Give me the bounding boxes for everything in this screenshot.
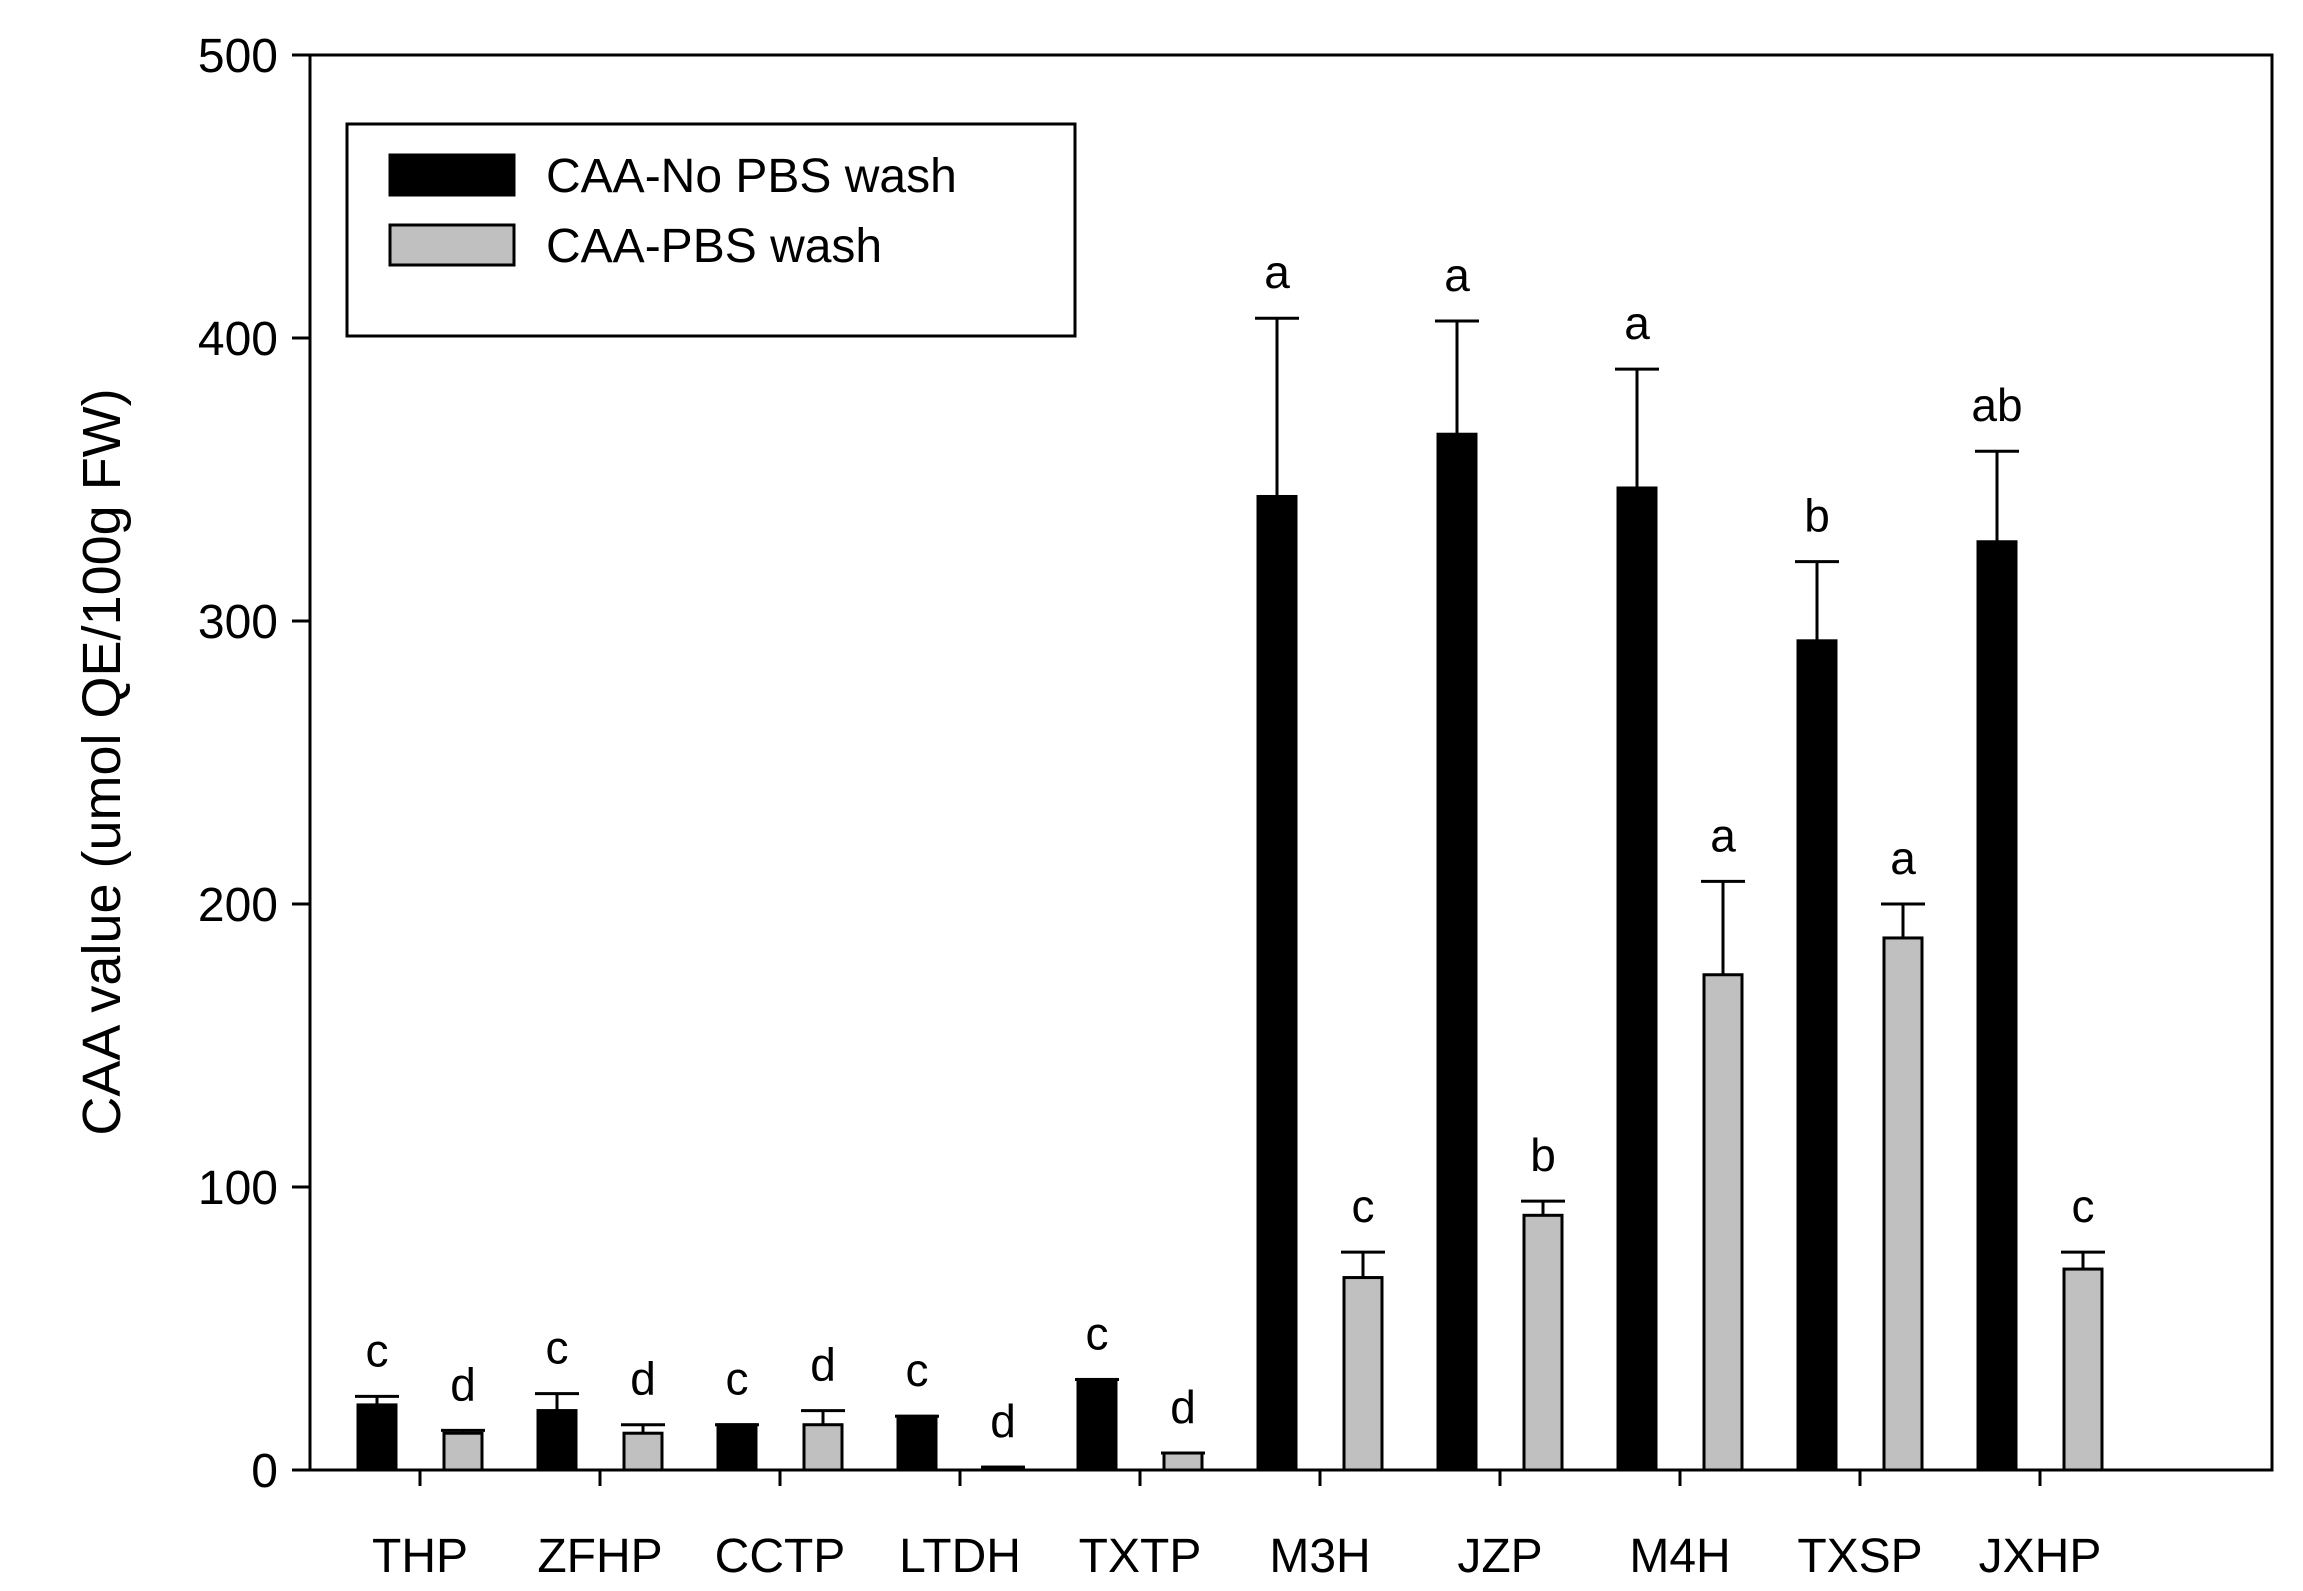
sig-label-JZP-series-2: b: [1530, 1129, 1556, 1181]
sig-label-JXHP-series-1: ab: [1971, 379, 2022, 431]
y-tick-label-0: 0: [251, 1445, 278, 1498]
sig-label-CCTP-series-1: c: [726, 1353, 749, 1405]
sig-label-M3H-series-2: c: [1352, 1180, 1375, 1232]
sig-label-TXTP-series-2: d: [1170, 1381, 1196, 1433]
x-tick-label-JXHP: JXHP: [1979, 1530, 2102, 1583]
sig-label-JXHP-series-2: c: [2072, 1180, 2095, 1232]
y-tick-label-200: 200: [198, 879, 278, 932]
bar-ZFHP-series-1: [536, 1409, 578, 1472]
sig-label-M3H-series-1: a: [1264, 246, 1290, 298]
sig-label-M4H-series-2: a: [1710, 809, 1736, 861]
x-tick-label-JZP: JZP: [1457, 1530, 1542, 1583]
legend: CAA-No PBS wash CAA-PBS wash: [345, 122, 1077, 338]
bar-M3H-series-2: [1342, 1276, 1384, 1472]
bar-THP-series-1: [356, 1403, 398, 1472]
x-tick-label-M4H: M4H: [1629, 1530, 1730, 1583]
x-tick-label-CCTP: CCTP: [715, 1530, 846, 1583]
bar-TXSP-series-2: [1882, 936, 1924, 1472]
sig-label-M4H-series-1: a: [1624, 297, 1650, 349]
y-axis: 0 100 200 300 400 500: [198, 30, 310, 1498]
bar-JXHP-series-2: [2062, 1267, 2104, 1472]
bar-JZP-series-2: [1522, 1213, 1564, 1472]
sig-label-LTDH-series-1: c: [906, 1344, 929, 1396]
legend-label-series-1: CAA-No PBS wash: [546, 150, 957, 203]
x-tick-label-LTDH: LTDH: [899, 1530, 1021, 1583]
bar-THP-series-2: [442, 1431, 484, 1472]
legend-label-series-2: CAA-PBS wash: [546, 220, 882, 273]
sig-label-CCTP-series-2: d: [810, 1339, 836, 1391]
y-tick-label-400: 400: [198, 313, 278, 366]
bar-M4H-series-2: [1702, 973, 1744, 1472]
sig-label-THP-series-1: c: [366, 1324, 389, 1376]
sig-label-ZFHP-series-2: d: [630, 1353, 656, 1405]
x-tick-label-M3H: M3H: [1269, 1530, 1370, 1583]
bar-M3H-series-1: [1256, 494, 1298, 1472]
bar-marks: [356, 432, 2104, 1472]
bar-M4H-series-1: [1616, 486, 1658, 1472]
sig-label-TXSP-series-2: a: [1890, 832, 1916, 884]
bar-TXTP-series-2: [1162, 1451, 1204, 1472]
sig-label-ZFHP-series-1: c: [546, 1322, 569, 1374]
x-tick-label-TXTP: TXTP: [1079, 1530, 1202, 1583]
y-tick-label-500: 500: [198, 30, 278, 83]
y-tick-label-100: 100: [198, 1162, 278, 1215]
sig-label-TXSP-series-1: b: [1804, 490, 1830, 542]
sig-label-JZP-series-1: a: [1444, 249, 1470, 301]
sig-label-LTDH-series-2: d: [990, 1395, 1016, 1447]
bar-TXTP-series-1: [1076, 1377, 1118, 1472]
bar-ZFHP-series-2: [622, 1431, 664, 1472]
y-axis-title: CAA value (umol QE/100g FW): [72, 388, 132, 1135]
bar-CCTP-series-1: [716, 1423, 758, 1472]
bar-CCTP-series-2: [802, 1423, 844, 1472]
sig-label-TXTP-series-1: c: [1086, 1307, 1109, 1359]
legend-swatch-series-1: [388, 153, 516, 197]
x-tick-label-TXSP: TXSP: [1797, 1530, 1922, 1583]
x-tick-label-ZFHP: ZFHP: [537, 1530, 662, 1583]
sig-label-THP-series-2: d: [450, 1358, 476, 1410]
bar-JZP-series-1: [1436, 432, 1478, 1472]
bar-LTDH-series-1: [896, 1414, 938, 1472]
error-bars: [355, 316, 2105, 1469]
y-tick-label-300: 300: [198, 596, 278, 649]
x-axis: THP ZFHP CCTP LTDH TXTP M3H JZP M4H TXSP JXHP: [372, 1470, 2101, 1583]
bar-TXSP-series-1: [1796, 639, 1838, 1472]
x-tick-label-THP: THP: [372, 1530, 468, 1583]
legend-swatch-series-2: [388, 223, 516, 267]
bar-JXHP-series-1: [1976, 540, 2018, 1472]
